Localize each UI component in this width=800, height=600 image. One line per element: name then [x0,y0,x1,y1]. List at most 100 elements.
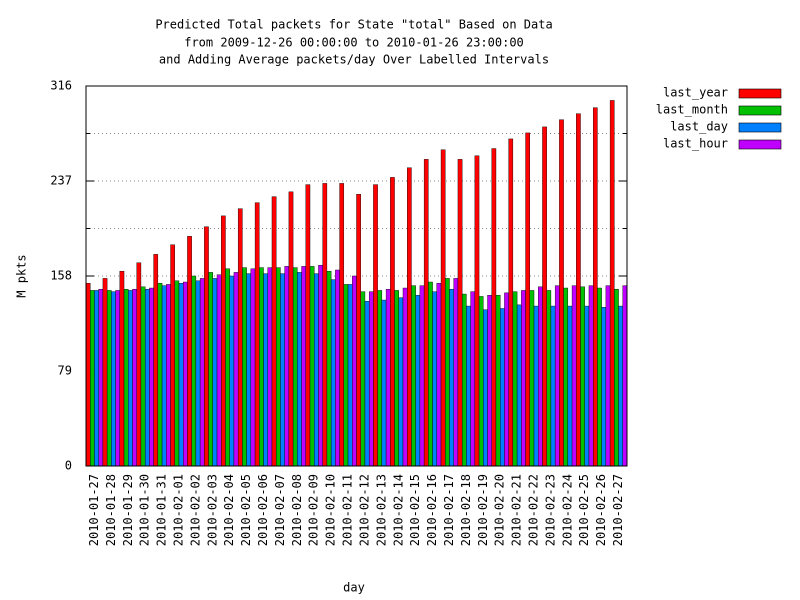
legend-label: last_year [663,86,728,100]
chart-title: from 2009-12-26 00:00:00 to 2010-01-26 2… [184,36,524,50]
bar [584,305,590,467]
bar [521,290,526,467]
bar [411,285,416,467]
x-tick-label: 2010-02-19 [476,474,490,546]
bar [432,291,438,467]
bar [284,266,290,467]
x-tick-label: 2010-02-20 [493,474,507,546]
bar [170,244,175,467]
bar [407,167,412,467]
bar [212,278,218,467]
bar [423,159,429,467]
bar [115,290,121,467]
x-tick-label: 2010-02-25 [577,474,591,546]
bar [495,295,501,467]
bar [314,273,319,467]
bar [546,290,552,467]
bar [440,149,446,467]
x-tick-label: 2010-02-06 [256,474,270,546]
bar [335,269,340,467]
bar [292,267,298,467]
x-tick-label: 2010-01-28 [104,474,118,546]
plot-frame [85,85,628,467]
x-tick-label: 2010-02-03 [205,474,219,546]
bar [605,285,611,467]
bar [90,290,95,467]
bar [457,159,463,467]
bar [567,305,573,467]
bar [563,287,569,467]
bar [415,295,421,467]
bar [347,284,353,467]
bar [144,289,150,467]
bar [191,275,197,467]
bar [461,293,467,467]
bar [449,289,454,467]
chart-title: and Adding Average packets/day Over Labe… [159,53,549,67]
y-tick-label: 79 [58,364,72,378]
y-tick-label: 158 [50,269,72,283]
bar [225,268,230,467]
bar [183,281,188,467]
x-tick-label: 2010-02-10 [324,474,338,546]
bar [288,191,294,467]
bar [267,267,273,467]
x-tick-label: 2010-02-15 [408,474,422,546]
bar [525,132,530,467]
bar [216,274,222,467]
bar [445,278,450,467]
y-tick-label: 316 [50,79,72,93]
bar [470,291,476,467]
bar [259,267,264,467]
bar [263,273,268,467]
bar [318,264,323,467]
bar [136,262,142,467]
bar [221,215,226,467]
bar [500,308,505,467]
legend-label: last_day [670,120,728,134]
x-tick-label: 2010-02-16 [425,474,439,546]
bar [580,286,585,467]
x-tick-label: 2010-02-14 [391,474,405,546]
x-tick-label: 2010-02-05 [239,474,253,546]
bar [271,196,277,467]
bar [301,266,306,467]
bar [483,309,488,467]
bar [199,278,205,467]
bar [373,184,378,467]
x-tick-label: 2010-02-26 [594,474,608,546]
bar [94,290,99,467]
bar [394,290,399,467]
bar [157,283,163,467]
y-tick-label: 237 [50,174,72,188]
bar [166,284,171,467]
x-tick-label: 2010-02-04 [222,474,236,546]
x-tick-label: 2010-01-27 [87,474,101,546]
bar [368,291,374,467]
bar [128,290,133,467]
bar [119,270,125,467]
bar [576,113,581,467]
x-tick-label: 2010-02-22 [527,474,541,546]
legend-swatch [738,139,782,150]
x-tick-label: 2010-01-31 [155,474,169,546]
bar [390,177,395,467]
bar [614,289,619,467]
bar [195,280,201,467]
bar [326,270,332,467]
bar [123,289,129,467]
legend-swatch [738,122,782,133]
bar [491,148,497,467]
bar [428,281,433,467]
bar [106,290,112,467]
bar [208,272,213,467]
x-tick-label: 2010-02-17 [442,474,456,546]
bar [102,278,108,467]
x-axis-label: day [343,581,365,595]
x-tick-label: 2010-02-07 [273,474,287,546]
x-tick-label: 2010-02-24 [560,474,574,546]
bar [550,305,556,467]
bar [132,289,137,467]
bar [254,202,260,467]
